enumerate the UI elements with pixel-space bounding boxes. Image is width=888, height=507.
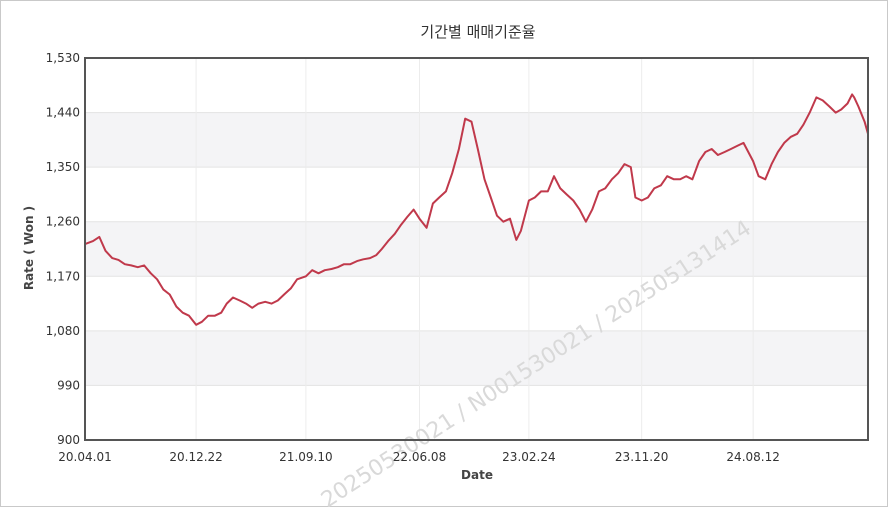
- plot-band: [85, 58, 868, 113]
- series-layer: [84, 93, 869, 326]
- y-tick-label: 1,350: [46, 160, 80, 174]
- x-tick-label: 23.02.24: [502, 450, 555, 464]
- x-axis-ticks: 20.04.01 20.12.22 21.09.10 22.06.08 23.02.24…: [58, 450, 780, 464]
- plot-band: [85, 221, 868, 277]
- y-tick-label: 900: [57, 433, 80, 447]
- plot-band: [85, 276, 868, 331]
- x-tick-label: 23.11.20: [615, 450, 668, 464]
- y-tick-label: 1,530: [46, 51, 80, 65]
- y-tick-label: 1,170: [46, 269, 80, 283]
- y-axis-ticks: 1,530 1,440 1,350 1,260 1,170 1,080 990 900: [46, 51, 80, 447]
- x-axis-title: Date: [461, 468, 493, 482]
- plot-band: [85, 385, 868, 440]
- x-tick-label: 20.04.01: [58, 450, 111, 464]
- x-tick-label: 20.12.22: [169, 450, 222, 464]
- y-tick-label: 1,440: [46, 106, 80, 120]
- y-axis-title: Rate ( Won ): [22, 206, 36, 290]
- chart-title: 기간별 매매기준율: [420, 23, 535, 41]
- plot-border: [84, 57, 869, 441]
- y-tick-label: 1,080: [46, 324, 80, 338]
- plot-bands: [85, 58, 868, 440]
- x-tick-label: 22.06.08: [393, 450, 446, 464]
- x-tick-label: 24.08.12: [726, 450, 779, 464]
- y-tick-label: 1,260: [46, 215, 80, 229]
- plot-band: [85, 167, 868, 222]
- plot-band: [85, 330, 868, 386]
- rate-series-line: [84, 93, 869, 326]
- x-tick-label: 21.09.10: [279, 450, 332, 464]
- y-tick-label: 990: [57, 378, 80, 392]
